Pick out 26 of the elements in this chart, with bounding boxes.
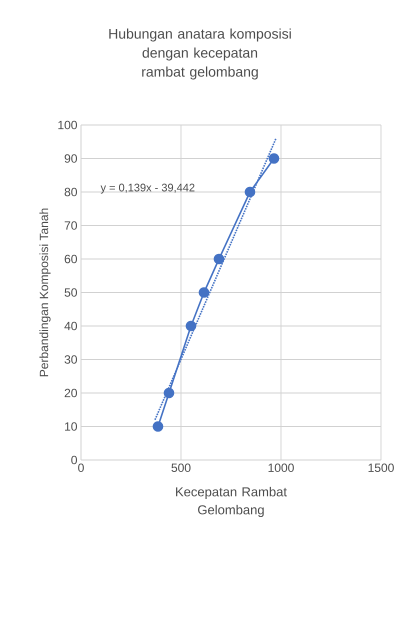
y-tick-label: 90 <box>64 154 77 163</box>
y-tick-label: 20 <box>64 388 77 398</box>
y-tick-label: 70 <box>64 221 77 230</box>
y-axis-title: Perbandingan Komposisi Tanah <box>39 208 51 376</box>
point <box>152 421 164 432</box>
y-tick-label: 0 <box>71 456 77 464</box>
x-tick-label: 0 <box>78 464 84 472</box>
point <box>198 287 210 298</box>
y-tick-label: 80 <box>64 188 77 196</box>
annotation: y = 0,139x - 39,442 <box>100 184 194 194</box>
x-tick-label: 500 <box>171 464 191 472</box>
point <box>186 320 196 332</box>
point <box>214 254 224 264</box>
point <box>268 153 280 164</box>
y-tick-label: 40 <box>64 322 77 330</box>
x-tick-label: 1000 <box>268 464 294 472</box>
point <box>164 388 174 398</box>
x-axis-title: Kecepatan Rambat Gelombang <box>176 486 287 518</box>
chart-title: Hubungan anatara komposisi dengan kecepatan rambat gelombang <box>109 28 291 80</box>
point <box>244 186 256 198</box>
y-tick-label: 50 <box>64 288 77 297</box>
y-tick-label: 60 <box>64 254 77 264</box>
y-tick-label: 30 <box>64 355 77 364</box>
y-tick-label: 100 <box>58 120 77 130</box>
y-tick-label: 10 <box>65 422 77 431</box>
x-tick-label: 1500 <box>368 464 394 472</box>
